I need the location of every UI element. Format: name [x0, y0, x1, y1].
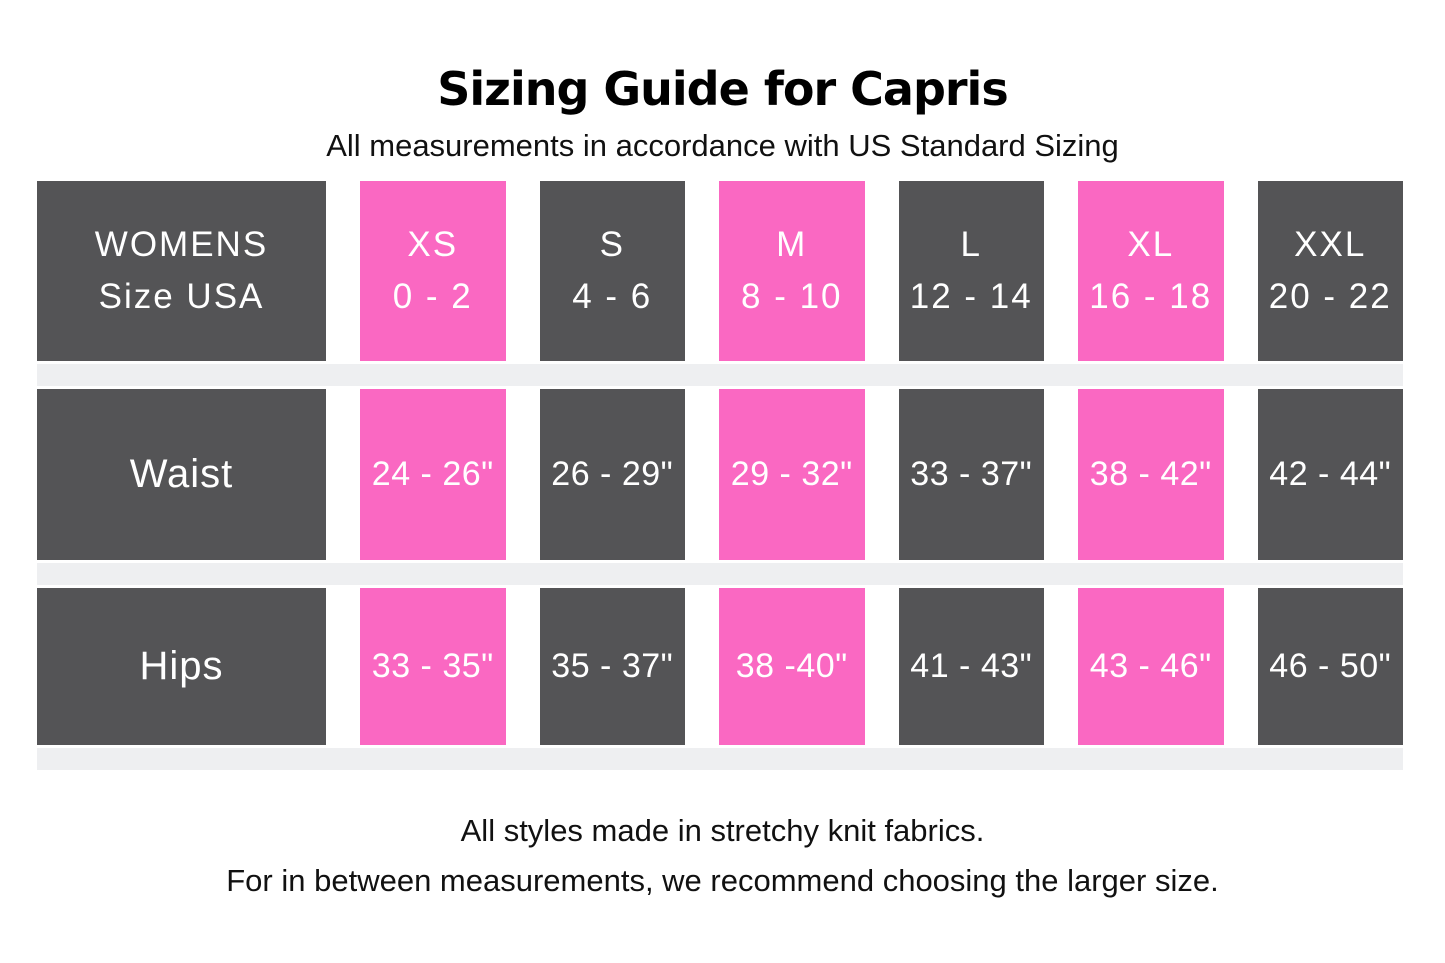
- page-title: Sizing Guide for Capris: [437, 62, 1008, 116]
- size-label: XL: [1127, 225, 1175, 264]
- page-subtitle: All measurements in accordance with US S…: [326, 128, 1119, 163]
- row-separator: [37, 748, 1403, 770]
- corner-header-line1: WOMENS: [94, 225, 269, 264]
- row-separator: [37, 364, 1403, 386]
- footer-note-2: For in between measurements, we recommen…: [226, 863, 1219, 898]
- measurement-value: 38 - 42": [1089, 455, 1212, 493]
- measurement-value: 42 - 44": [1269, 455, 1392, 493]
- size-label: M: [776, 225, 808, 264]
- footer-note-1: All styles made in stretchy knit fabrics…: [460, 813, 985, 848]
- waist-value-cell-xl: 38 - 42": [1078, 389, 1224, 560]
- size-label: XS: [407, 225, 459, 264]
- waist-value-cell-m: 29 - 32": [719, 389, 865, 560]
- header-row: WOMENS Size USA XS 0 - 2 S 4 - 6 M 8 - 1…: [37, 181, 1403, 361]
- measurement-value: 43 - 46": [1089, 647, 1212, 685]
- size-header-cell-m: M 8 - 10: [719, 181, 865, 361]
- hips-value-cell-xl: 43 - 46": [1078, 588, 1224, 745]
- size-range: 12 - 14: [909, 277, 1033, 316]
- size-range: 4 - 6: [572, 277, 653, 316]
- hips-value-cell-l: 41 - 43": [898, 588, 1044, 745]
- size-table: WOMENS Size USA XS 0 - 2 S 4 - 6 M 8 - 1…: [37, 181, 1403, 773]
- measurement-value: 33 - 35": [371, 647, 494, 685]
- hips-value-cell-xxl: 46 - 50": [1257, 588, 1403, 745]
- size-range: 20 - 22: [1268, 277, 1392, 316]
- row-separator: [37, 563, 1403, 585]
- hips-value-cell-m: 38 -40": [719, 588, 865, 745]
- size-range: 16 - 18: [1089, 277, 1213, 316]
- corner-header-line2: Size USA: [98, 277, 265, 316]
- row-label: Waist: [129, 452, 234, 496]
- waist-value-cell-l: 33 - 37": [898, 389, 1044, 560]
- measurement-value: 41 - 43": [910, 647, 1033, 685]
- measurement-value: 26 - 29": [551, 455, 674, 493]
- measurement-value: 35 - 37": [551, 647, 674, 685]
- hips-row: Hips 33 - 35" 35 - 37" 38 -40" 41 - 43" …: [37, 588, 1403, 745]
- hips-value-cell-s: 35 - 37": [539, 588, 685, 745]
- waist-row: Waist 24 - 26" 26 - 29" 29 - 32" 33 - 37…: [37, 389, 1403, 560]
- size-header-cell-xl: XL 16 - 18: [1078, 181, 1224, 361]
- measurement-value: 24 - 26": [371, 455, 494, 493]
- corner-header-cell: WOMENS Size USA: [37, 181, 326, 361]
- hips-value-cell-xs: 33 - 35": [360, 588, 506, 745]
- size-label: XXL: [1294, 225, 1367, 264]
- measurement-value: 46 - 50": [1269, 647, 1392, 685]
- size-label: S: [599, 225, 625, 264]
- waist-value-cell-xxl: 42 - 44": [1257, 389, 1403, 560]
- measurement-value: 33 - 37": [910, 455, 1033, 493]
- measurement-value: 29 - 32": [730, 455, 853, 493]
- size-label: L: [960, 225, 982, 264]
- hips-label-cell: Hips: [37, 588, 326, 745]
- row-label: Hips: [139, 644, 224, 688]
- size-header-cell-l: L 12 - 14: [898, 181, 1044, 361]
- size-range: 0 - 2: [392, 277, 473, 316]
- size-header-cell-xxl: XXL 20 - 22: [1257, 181, 1403, 361]
- size-header-cell-s: S 4 - 6: [539, 181, 685, 361]
- waist-label-cell: Waist: [37, 389, 326, 560]
- waist-value-cell-xs: 24 - 26": [360, 389, 506, 560]
- size-header-cell-xs: XS 0 - 2: [360, 181, 506, 361]
- measurement-value: 38 -40": [735, 647, 848, 685]
- waist-value-cell-s: 26 - 29": [539, 389, 685, 560]
- size-range: 8 - 10: [741, 277, 843, 316]
